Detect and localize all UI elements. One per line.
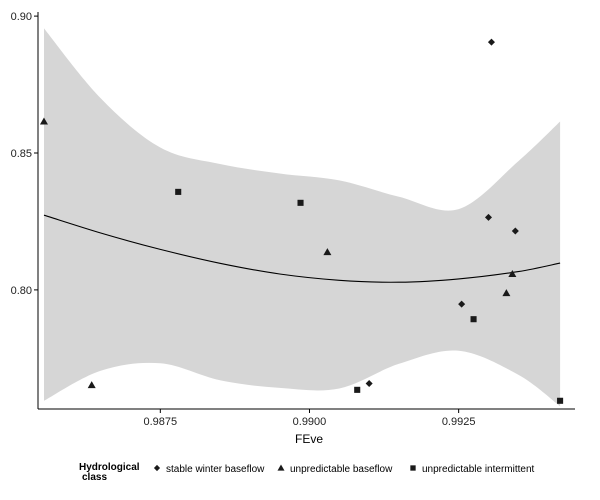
legend-title-line2: class [82,472,107,483]
point-square-3 [354,386,361,393]
point-square-4 [470,316,477,323]
y-tick-label: 0.90 [11,11,32,23]
x-tick-label: 0.9925 [442,416,476,428]
point-triangle-1 [39,117,48,125]
point-diamond-5 [365,380,373,388]
legend-label: unpredictable intermittent [422,464,535,475]
legend-title-line1: Hydrological [79,462,140,473]
points-group [39,38,564,404]
point-diamond-2 [484,213,493,221]
x-tick-label: 0.9875 [143,416,177,428]
legend-label: stable winter baseflow [166,464,265,475]
point-triangle-4 [508,270,517,278]
legend-square-icon [410,465,416,471]
y-tick-label: 0.85 [11,148,32,160]
fit-line [43,214,561,283]
confidence-ribbon [44,28,561,407]
x-tick-label: 0.9900 [293,416,327,428]
fit-line-group [43,214,561,283]
legend-diamond-icon [153,464,161,472]
point-square-1 [175,188,182,195]
legend-triangle-icon [277,464,285,471]
point-triangle-5 [502,289,511,297]
point-triangle-2 [87,381,96,389]
point-square-2 [297,199,304,206]
legend: Hydrological class stable winter baseflo… [79,462,535,483]
x-axis-title: FEve [295,432,323,446]
point-square-5 [557,397,564,404]
y-tick-label: 0.80 [11,285,32,297]
point-diamond-1 [487,38,495,46]
confidence-band [44,28,561,407]
point-diamond-4 [458,300,466,308]
point-diamond-3 [511,227,519,235]
legend-label: unpredictable baseflow [290,464,393,475]
point-triangle-3 [323,248,332,256]
axes: 0.80 0.85 0.90 0.9875 0.9900 0.9925 [11,11,575,428]
